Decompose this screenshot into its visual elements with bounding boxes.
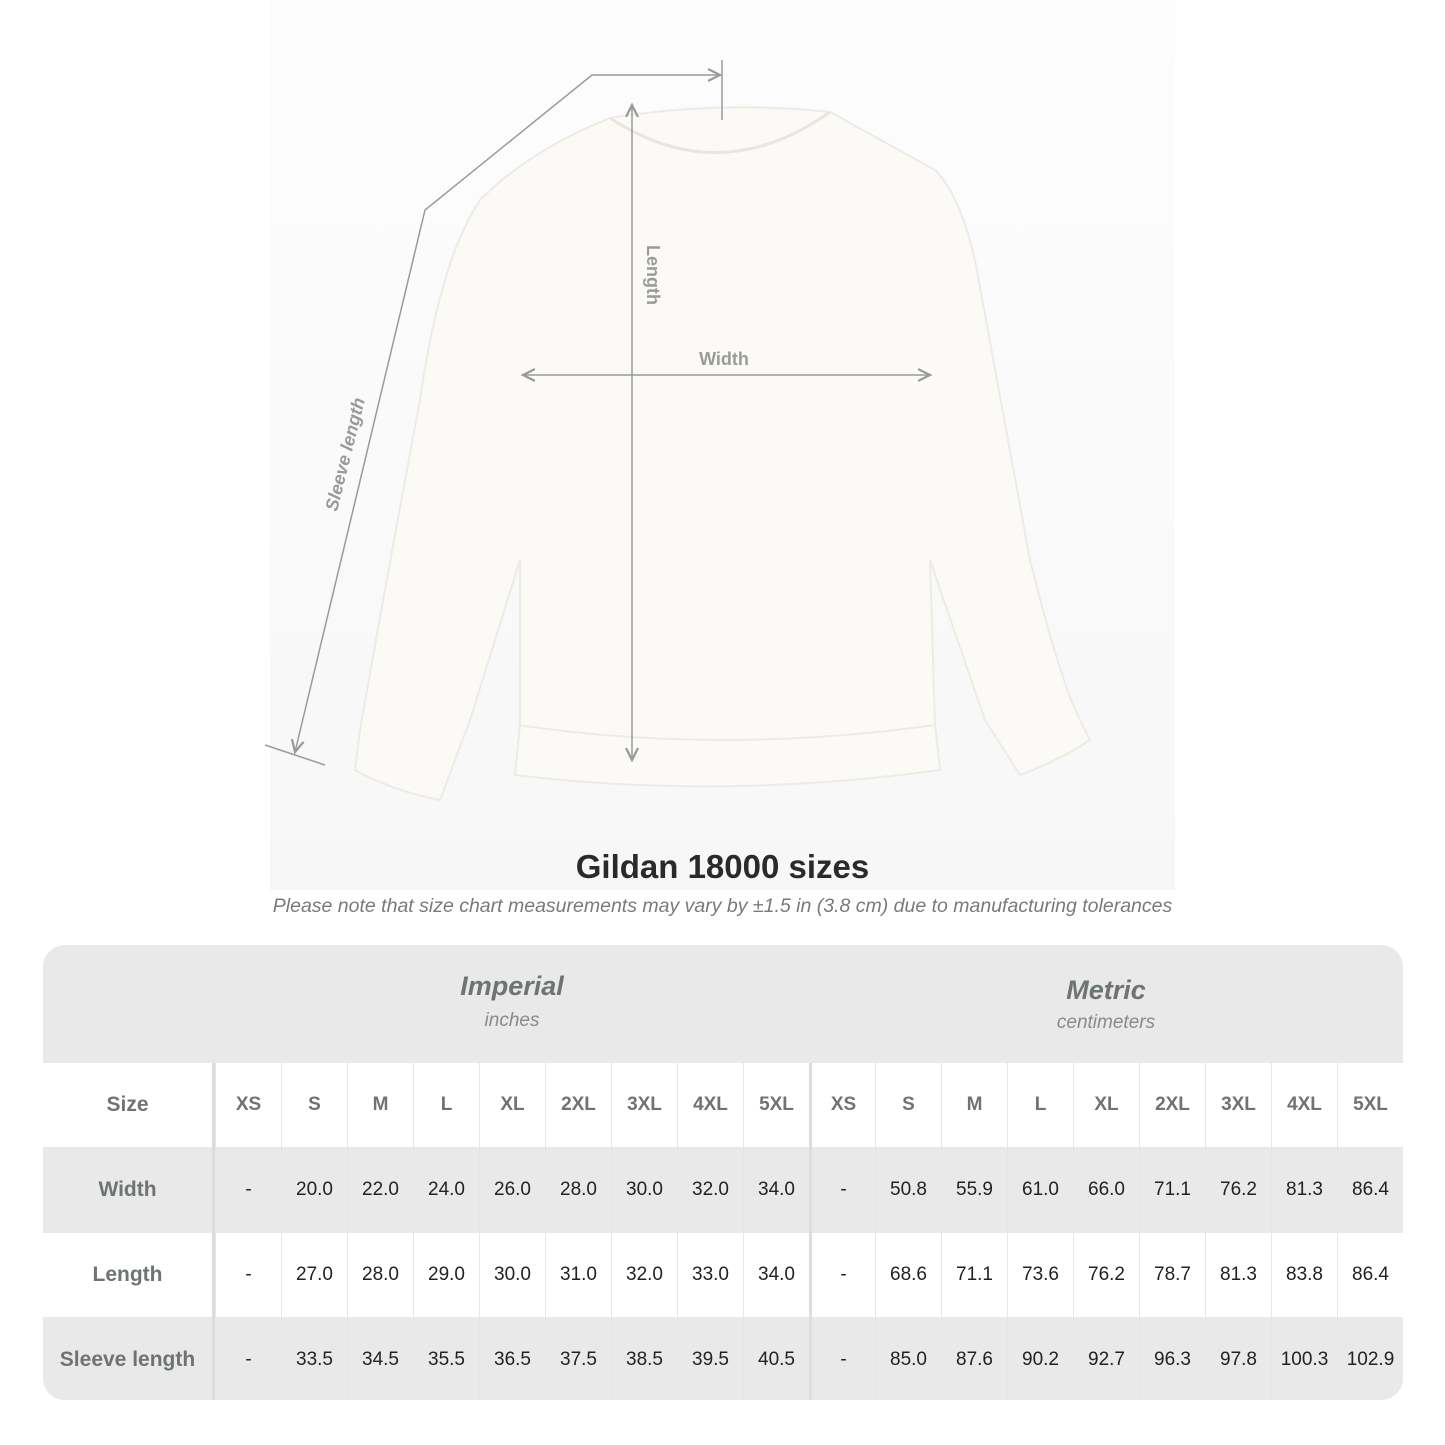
metric-value-cell: 97.8 — [1205, 1317, 1271, 1400]
imperial-value-cell: 40.5 — [743, 1317, 809, 1400]
imperial-value-cell: 29.0 — [413, 1233, 479, 1317]
imperial-unit: inches — [484, 1010, 540, 1031]
metric-value-cell: 76.2 — [1205, 1147, 1271, 1233]
imperial-size-header: 3XL — [611, 1063, 677, 1147]
imperial-value-cell: 32.0 — [677, 1147, 743, 1233]
metric-value-cell: 90.2 — [1007, 1317, 1073, 1400]
sleeve-line — [295, 75, 720, 752]
header-row: Size XS S M L XL 2XL 3XL 4XL 5XL XS S M L XL 2XL 3XL 4XL 5… — [43, 1063, 1403, 1147]
metric-size-header: 2XL — [1139, 1063, 1205, 1147]
imperial-value-cell: 31.0 — [545, 1233, 611, 1317]
page-title: Gildan 18000 sizes — [575, 848, 870, 885]
metric-size-header: 3XL — [1205, 1063, 1271, 1147]
imperial-value-cell: 33.0 — [677, 1233, 743, 1317]
metric-value-cell: 50.8 — [875, 1147, 941, 1233]
imperial-value-cell: 34.0 — [743, 1147, 809, 1233]
imperial-value-cell: 20.0 — [281, 1147, 347, 1233]
imperial-value-cell: 26.0 — [479, 1147, 545, 1233]
imperial-size-header: XL — [479, 1063, 545, 1147]
size-header: Size — [43, 1063, 215, 1147]
imperial-size-header: XS — [215, 1063, 281, 1147]
metric-unit: centimeters — [1056, 1012, 1156, 1033]
imperial-value-cell: - — [215, 1317, 281, 1400]
imperial-value-cell: 22.0 — [347, 1147, 413, 1233]
metric-value-cell: 85.0 — [875, 1317, 941, 1400]
imperial-value-cell: 36.5 — [479, 1317, 545, 1400]
imperial-header: Imperial inches — [215, 945, 809, 1063]
metric-value-cell: 71.1 — [941, 1233, 1007, 1317]
imperial-size-header: 2XL — [545, 1063, 611, 1147]
imperial-title: Imperial — [460, 971, 564, 1001]
sweatshirt-diagram: Length Width Sleeve length — [264, 60, 1092, 802]
metric-value-cell: 86.4 — [1337, 1233, 1403, 1317]
metric-value-cell: 81.3 — [1205, 1233, 1271, 1317]
imperial-value-cell: 35.5 — [413, 1317, 479, 1400]
metric-value-cell: 61.0 — [1007, 1147, 1073, 1233]
imperial-value-cell: 34.5 — [347, 1317, 413, 1400]
metric-size-header: XL — [1073, 1063, 1139, 1147]
imperial-value-cell: 30.0 — [479, 1233, 545, 1317]
table-row: Width -20.0 22.0 24.0 26.0 28.0 30.0 32.0 34.0-5… — [43, 1147, 1403, 1233]
metric-value-cell: - — [809, 1317, 875, 1400]
row-label: Sleeve length — [43, 1317, 215, 1400]
metric-title: Metric — [1066, 975, 1146, 1005]
metric-value-cell: - — [809, 1233, 875, 1317]
imperial-value-cell: 32.0 — [611, 1233, 677, 1317]
metric-value-cell: 87.6 — [941, 1317, 1007, 1400]
imperial-value-cell: 28.0 — [347, 1233, 413, 1317]
imperial-value-cell: 28.0 — [545, 1147, 611, 1233]
imperial-value-cell: 34.0 — [743, 1233, 809, 1317]
sleeve-length-label: Sleeve length — [321, 396, 368, 513]
imperial-value-cell: 33.5 — [281, 1317, 347, 1400]
metric-value-cell: 76.2 — [1073, 1233, 1139, 1317]
metric-value-cell: 83.8 — [1271, 1233, 1337, 1317]
metric-value-cell: 71.1 — [1139, 1147, 1205, 1233]
metric-value-cell: 86.4 — [1337, 1147, 1403, 1233]
sweatshirt-shape — [353, 106, 1092, 802]
metric-value-cell: 81.3 — [1271, 1147, 1337, 1233]
imperial-value-cell: 27.0 — [281, 1233, 347, 1317]
imperial-value-cell: 37.5 — [545, 1317, 611, 1400]
imperial-value-cell: 38.5 — [611, 1317, 677, 1400]
imperial-size-header: 4XL — [677, 1063, 743, 1147]
imperial-value-cell: 30.0 — [611, 1147, 677, 1233]
metric-header: Metric centimeters — [809, 945, 1403, 1063]
imperial-value-cell: - — [215, 1233, 281, 1317]
metric-value-cell: 92.7 — [1073, 1317, 1139, 1400]
metric-value-cell: 96.3 — [1139, 1317, 1205, 1400]
table-row: Sleeve length -33.5 34.5 35.5 36.5 37.5 38.5 39… — [43, 1317, 1403, 1400]
metric-value-cell: 73.6 — [1007, 1233, 1073, 1317]
row-label: Width — [43, 1147, 215, 1233]
table-row: Length -27.0 28.0 29.0 30.0 31.0 32.0 33.0 34.0-… — [43, 1233, 1403, 1317]
tolerance-note: Please note that size chart measurements… — [272, 895, 1173, 917]
imperial-size-header: L — [413, 1063, 479, 1147]
imperial-size-header: S — [281, 1063, 347, 1147]
imperial-size-header: 5XL — [743, 1063, 809, 1147]
size-table: Imperial inches Metric centimeters Size X… — [43, 945, 1403, 1400]
row-label: Length — [43, 1233, 215, 1317]
metric-size-header: 5XL — [1337, 1063, 1403, 1147]
imperial-value-cell: 24.0 — [413, 1147, 479, 1233]
metric-size-header: L — [1007, 1063, 1073, 1147]
metric-value-cell: 100.3 — [1271, 1317, 1337, 1400]
length-label: Length — [643, 245, 663, 305]
imperial-value-cell: - — [215, 1147, 281, 1233]
metric-value-cell: 66.0 — [1073, 1147, 1139, 1233]
metric-size-header: 4XL — [1271, 1063, 1337, 1147]
metric-value-cell: 102.9 — [1337, 1317, 1403, 1400]
metric-value-cell: 78.7 — [1139, 1233, 1205, 1317]
metric-value-cell: 68.6 — [875, 1233, 941, 1317]
metric-value-cell: - — [809, 1147, 875, 1233]
imperial-value-cell: 39.5 — [677, 1317, 743, 1400]
width-label: Width — [699, 349, 749, 369]
metric-size-header: M — [941, 1063, 1007, 1147]
metric-size-header: XS — [809, 1063, 875, 1147]
metric-size-header: S — [875, 1063, 941, 1147]
imperial-size-header: M — [347, 1063, 413, 1147]
metric-value-cell: 55.9 — [941, 1147, 1007, 1233]
